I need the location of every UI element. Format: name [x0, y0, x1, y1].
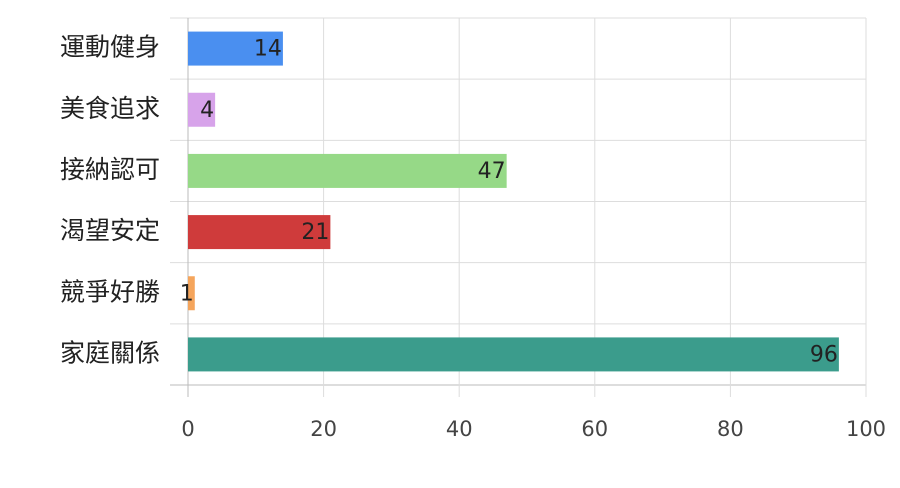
bar [188, 31, 283, 66]
y-tick-label: 競爭好勝 [60, 277, 160, 306]
value-label: 47 [478, 159, 506, 184]
x-tick-label: 100 [846, 417, 886, 441]
bar [188, 153, 507, 188]
x-tick-label: 20 [310, 417, 337, 441]
x-tick-label: 40 [446, 417, 473, 441]
bar [188, 337, 839, 372]
bar [188, 92, 216, 127]
x-tick-label: 60 [581, 417, 608, 441]
value-label: 14 [254, 37, 282, 62]
value-label: 4 [200, 98, 214, 123]
bar [188, 276, 195, 311]
y-tick-label: 家庭關係 [60, 338, 160, 367]
x-tick-label: 0 [181, 417, 194, 441]
y-tick-label: 運動健身 [60, 33, 160, 62]
y-tick-label: 美食追求 [60, 94, 160, 123]
y-tick-label: 渴望安定 [60, 216, 160, 245]
y-tick-label: 接納認可 [60, 155, 160, 184]
x-tick-label: 80 [717, 417, 744, 441]
value-label: 96 [810, 342, 838, 367]
value-label: 1 [180, 281, 194, 306]
value-label: 21 [301, 220, 329, 245]
bar [188, 215, 331, 250]
